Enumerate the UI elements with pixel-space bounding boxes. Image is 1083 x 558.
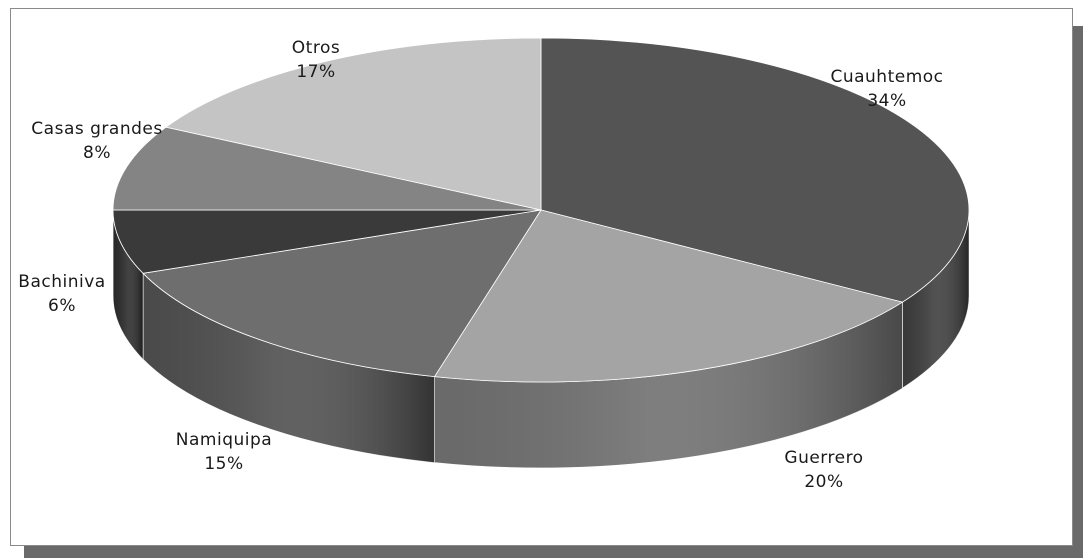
slice-percent-bachiniva: 6% <box>48 296 76 316</box>
slice-percent-cuauhtemoc: 34% <box>867 91 906 111</box>
slice-label-namiquipa: Namiquipa <box>176 430 272 450</box>
pie-sides <box>112 209 970 469</box>
slice-percent-otros: 17% <box>296 62 335 82</box>
pie-slice-namiquipa <box>142 209 542 378</box>
pie-side-shade-namiquipa <box>143 273 435 463</box>
pie-side-shade-cuauhtemoc <box>902 210 969 389</box>
pie-slice-otros <box>164 37 542 211</box>
pie-tops <box>112 37 970 383</box>
slice-label-cuauhtemoc: Cuauhtemoc <box>830 67 943 87</box>
slice-label-otros: Otros <box>292 38 340 58</box>
pie-side-shade-guerrero <box>434 302 903 469</box>
slice-label-casas-grandes: Casas grandes <box>31 119 162 139</box>
pie-slice-guerrero <box>433 209 904 383</box>
slice-percent-guerrero: 20% <box>804 472 843 492</box>
pie-slice-bachiniva <box>112 209 542 274</box>
pie-labels: Cuauhtemoc 34% Guerrero 20% Namiquipa 15% Bach… <box>18 38 943 492</box>
slice-percent-casas-grandes: 8% <box>83 143 111 163</box>
slice-percent-namiquipa: 15% <box>204 454 243 474</box>
pie-slice-cuauhtemoc <box>540 37 970 303</box>
slice-label-guerrero: Guerrero <box>784 448 863 468</box>
pie-side-shade-bachiniva <box>113 210 144 360</box>
slice-label-bachiniva: Bachiniva <box>18 272 105 292</box>
pie-slice-casas-grandes <box>112 126 542 211</box>
